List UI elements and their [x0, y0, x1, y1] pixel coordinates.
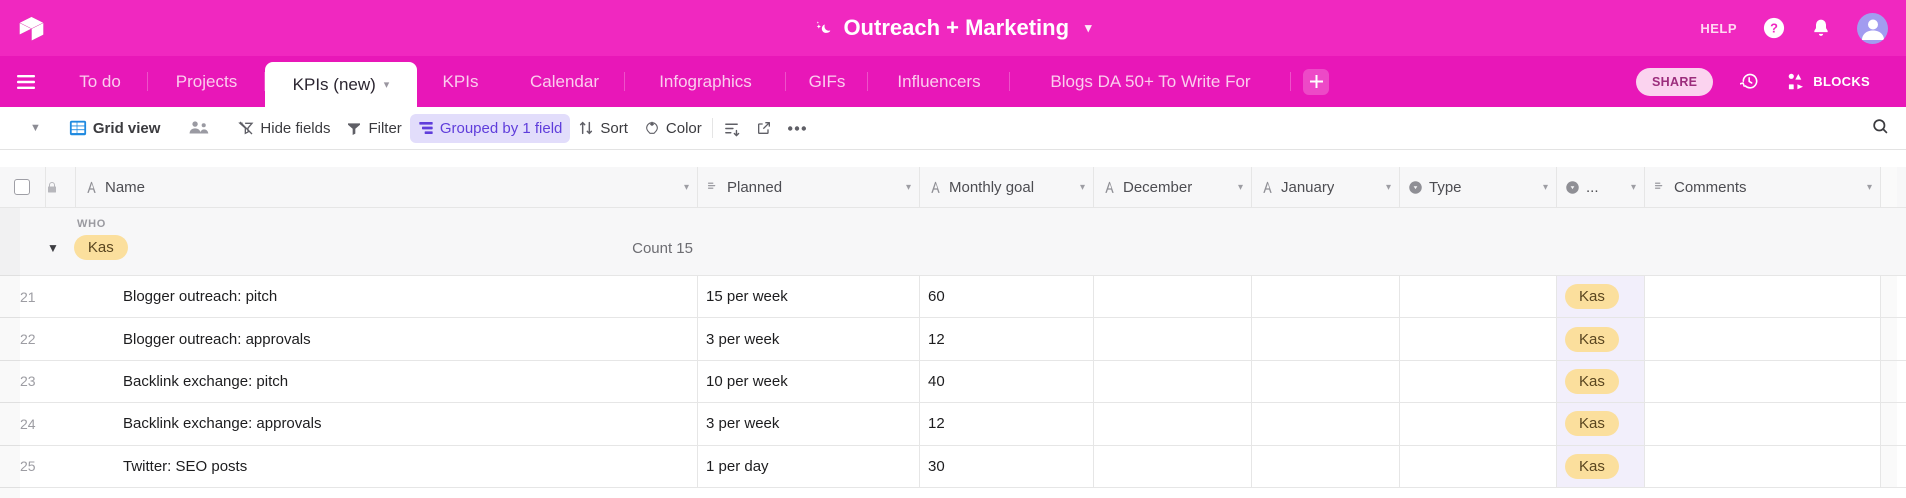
svg-text:?: ? — [1770, 21, 1778, 36]
